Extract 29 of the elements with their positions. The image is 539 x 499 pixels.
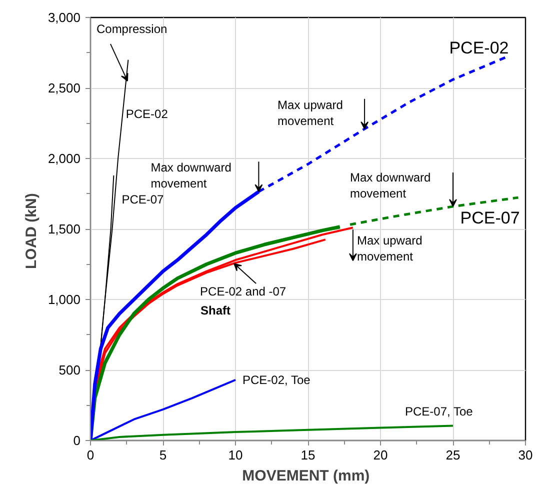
annotation: PCE-02 and -07: [200, 284, 286, 299]
y-axis-title: LOAD (kN): [22, 193, 40, 269]
y-tick-label: 2,500: [48, 80, 81, 96]
annotation: Max upward movement: [278, 98, 343, 128]
x-tick-label: 15: [300, 448, 316, 462]
x-tick-label: 25: [446, 448, 460, 462]
annotation: PCE-02, Toe: [242, 372, 311, 387]
x-tick-label: 10: [228, 448, 243, 462]
y-tick-label: 2,000: [48, 151, 81, 166]
annotation: PCE-07: [122, 192, 164, 206]
annotation: Max downward movement: [150, 160, 232, 191]
annotation: PCE-07: [460, 208, 520, 228]
annotation: Max upward movement: [356, 234, 422, 264]
annotation: Shaft: [200, 304, 231, 318]
x-tick-label: 30: [518, 448, 533, 462]
x-tick-label: 0: [86, 448, 94, 462]
x-tick-label: 5: [159, 448, 167, 462]
y-tick-label: 0: [73, 433, 81, 448]
annotation: PCE-02: [449, 38, 509, 58]
y-tick-label: 1,500: [48, 222, 81, 236]
y-tick-label: 500: [58, 362, 81, 378]
annotation: Compression: [96, 22, 168, 36]
y-tick-label: 3,000: [48, 10, 81, 25]
y-tick-label: 1,000: [48, 292, 81, 307]
annotation: Max downward movement: [350, 170, 431, 201]
annotation: PCE-07, Toe: [405, 404, 474, 419]
x-tick-label: 20: [373, 448, 388, 462]
x-axis-title: MOVEMENT (mm): [242, 468, 370, 484]
annotation: PCE-02: [126, 107, 168, 122]
